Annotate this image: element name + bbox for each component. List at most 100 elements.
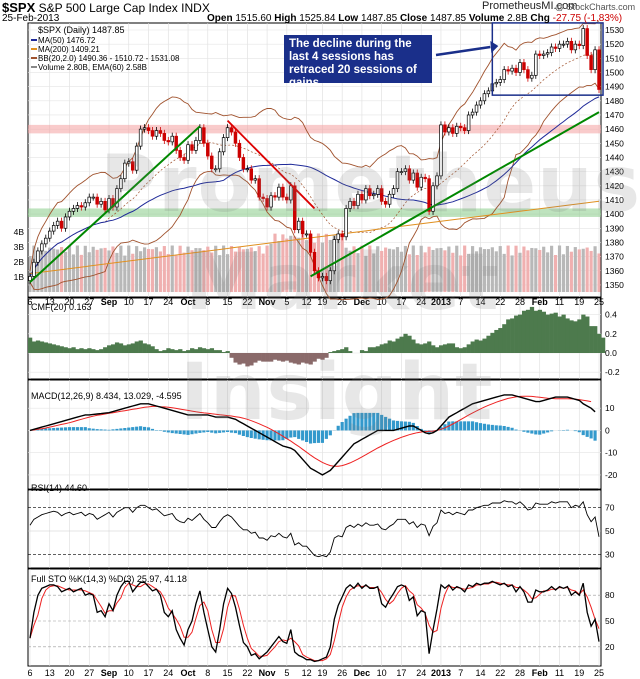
cmf-bar-99 [419,344,424,353]
volume-bar-27 [135,246,139,292]
macd-hist-bar-81 [348,415,352,431]
volume-bar-78 [336,237,340,292]
cmf-bar-9 [63,347,68,353]
macd-hist-bar-44 [202,430,206,433]
candle-body-128 [534,53,538,76]
cmf-bar-118 [494,329,499,353]
candle-body-109 [458,125,463,129]
macd-hist-bar-25 [127,427,131,431]
volume-bar-16 [91,246,95,292]
cmf-bar-75 [324,353,329,358]
candle-body-125 [522,62,526,71]
volume-bar-89 [380,250,384,292]
volume-bar-112 [470,246,475,292]
cmf-bar-36 [170,349,175,353]
candle-body-33 [158,130,163,134]
cmf-bar-129 [537,309,543,353]
chg-label: Chg [530,13,550,24]
volume-bar-48 [218,255,222,292]
volume-bar-127 [530,247,534,292]
macd-hist-bar-68 [297,430,301,439]
candle-body-5 [48,230,52,239]
cmf-bar-18 [99,349,104,353]
xtick-bottom-7: 24 [163,668,173,678]
cmf-bar-74 [320,353,325,360]
macd-hist-bar-52 [233,430,238,434]
panel-frame-3 [27,489,602,569]
macd-hist-bar-8 [60,427,64,431]
cmf-bar-41 [190,348,195,353]
volume-bar-111 [467,253,471,292]
site-link[interactable]: PrometheusMI.com [482,0,578,12]
macd-hist-bar-117 [490,424,494,431]
volume-bar-55 [245,248,249,292]
cmf-bar-35 [166,348,171,353]
cmf-bar-23 [118,343,124,353]
xtick-bottom-14: 12 [302,668,312,678]
candle-body-47 [213,168,218,171]
candle-body-54 [241,157,246,170]
volume-bar-96 [407,254,411,292]
candle-body-116 [486,90,491,95]
cmf-bar-95 [403,333,408,353]
xtick-top-23: 14 [475,297,485,307]
xtick-top-13: 5 [284,297,289,307]
cmf-bar-130 [541,311,546,353]
volume-bar-135 [561,254,566,292]
candle-body-2 [36,250,40,263]
candle-body-70 [304,233,309,236]
volume-bar-64 [281,234,285,292]
candle-body-59 [261,196,265,199]
macd-hist-bar-48 [218,430,222,433]
cmf-bar-28 [138,340,143,353]
ytick-rsi-1: 50 [605,526,615,536]
volume-bar-36 [170,245,174,292]
macd-hist-bar-51 [229,430,234,433]
volume-bar-95 [403,245,407,292]
annotation-arrowhead [490,41,499,53]
macd-hist-bar-69 [301,430,305,441]
macd-hist-bar-80 [344,418,348,431]
candle-body-7 [55,220,60,226]
cmf-bar-71 [308,353,313,365]
volume-bar-62 [273,233,277,292]
xtick-top-4: Sep [101,297,118,307]
xtick-bottom-12: Nov [259,668,276,678]
candle-body-1 [32,261,36,277]
cmf-bar-22 [114,342,120,353]
cmf-bar-79 [340,349,345,353]
macd-hist-bar-112 [470,421,475,431]
volume-bar-58 [257,246,261,292]
cmf-bar-38 [178,349,183,353]
candle-body-144 [597,49,601,90]
xtick-bottom-26: Feb [532,668,549,678]
ytick-price-8: 1430 [605,167,624,177]
volume-bar-52 [233,251,238,292]
macd-hist-bar-64 [281,430,285,441]
xtick-bottom-17: Dec [354,668,371,678]
candle-body-93 [395,171,400,189]
volume-bar-98 [415,254,419,292]
rsi-line [29,500,600,558]
xtick-bottom-3: 27 [84,668,94,678]
candle-body-69 [300,220,305,235]
cmf-bar-29 [142,343,147,353]
volume-bar-133 [553,255,558,292]
macd-hist-bar-95 [403,421,407,431]
candle-body-61 [269,195,273,208]
cmf-bar-55 [245,353,250,367]
macd-hist-bar-71 [308,430,313,444]
candle-body-27 [134,145,139,171]
volume-bar-113 [474,251,479,292]
volume-bar-7 [56,249,60,292]
volume-bar-37 [174,255,178,292]
cmf-bar-127 [529,306,535,353]
candle-body-24 [123,162,127,180]
cmf-bar-44 [201,348,207,353]
ytick-price-7: 1420 [605,181,624,191]
ytick-price-12: 1470 [605,110,624,120]
cmf-bar-91 [387,340,392,353]
candle-body-30 [146,127,151,131]
exchange-name: INDX [181,1,210,15]
candle-body-141 [585,28,589,56]
